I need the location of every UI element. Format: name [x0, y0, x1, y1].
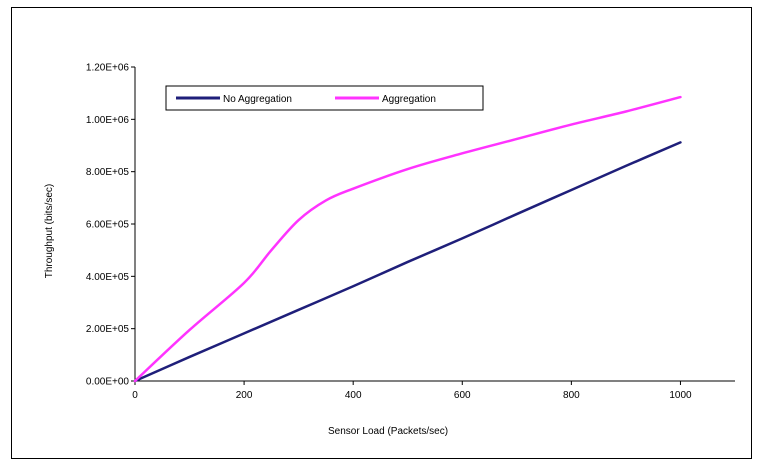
legend-label-aggregation: Aggregation — [382, 94, 436, 105]
y-tick-label: 1.00E+06 — [86, 115, 130, 126]
y-tick-label: 8.00E+05 — [86, 167, 130, 178]
tick-labels: 0.00E+00 2.00E+05 4.00E+05 6.00E+05 8.00E+05… — [86, 63, 692, 402]
legend-label-no-aggregation: No Aggregation — [223, 94, 292, 105]
series — [133, 95, 682, 383]
y-axis-title: Throughput (bits/sec) — [44, 184, 55, 279]
x-tick-label: 800 — [563, 390, 580, 401]
y-tick-label: 2.00E+05 — [86, 324, 130, 335]
legend: No Aggregation Aggregation — [165, 85, 484, 111]
y-tick-label: 0.00E+00 — [86, 377, 130, 388]
axes — [131, 66, 735, 385]
line-chart: 0.00E+00 2.00E+05 4.00E+05 6.00E+05 8.00E+05… — [44, 63, 735, 437]
x-tick-label: 400 — [345, 390, 362, 401]
y-tick-label: 6.00E+05 — [86, 220, 130, 231]
series-line-no-aggregation — [133, 141, 682, 383]
series-line-aggregation — [133, 95, 682, 383]
x-axis-title: Sensor Load (Packets/sec) — [328, 426, 448, 437]
x-tick-label: 1000 — [669, 390, 692, 401]
y-tick-label: 1.20E+06 — [86, 63, 130, 74]
x-tick-label: 600 — [454, 390, 471, 401]
x-tick-label: 0 — [132, 390, 138, 401]
chart-frame: 0.00E+00 2.00E+05 4.00E+05 6.00E+05 8.00E+05… — [11, 7, 752, 459]
x-tick-label: 200 — [236, 390, 253, 401]
y-tick-label: 4.00E+05 — [86, 272, 130, 283]
